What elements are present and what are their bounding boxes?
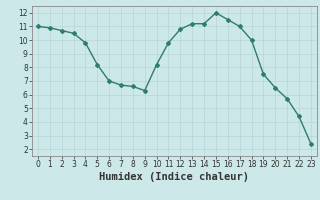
X-axis label: Humidex (Indice chaleur): Humidex (Indice chaleur) bbox=[100, 172, 249, 182]
